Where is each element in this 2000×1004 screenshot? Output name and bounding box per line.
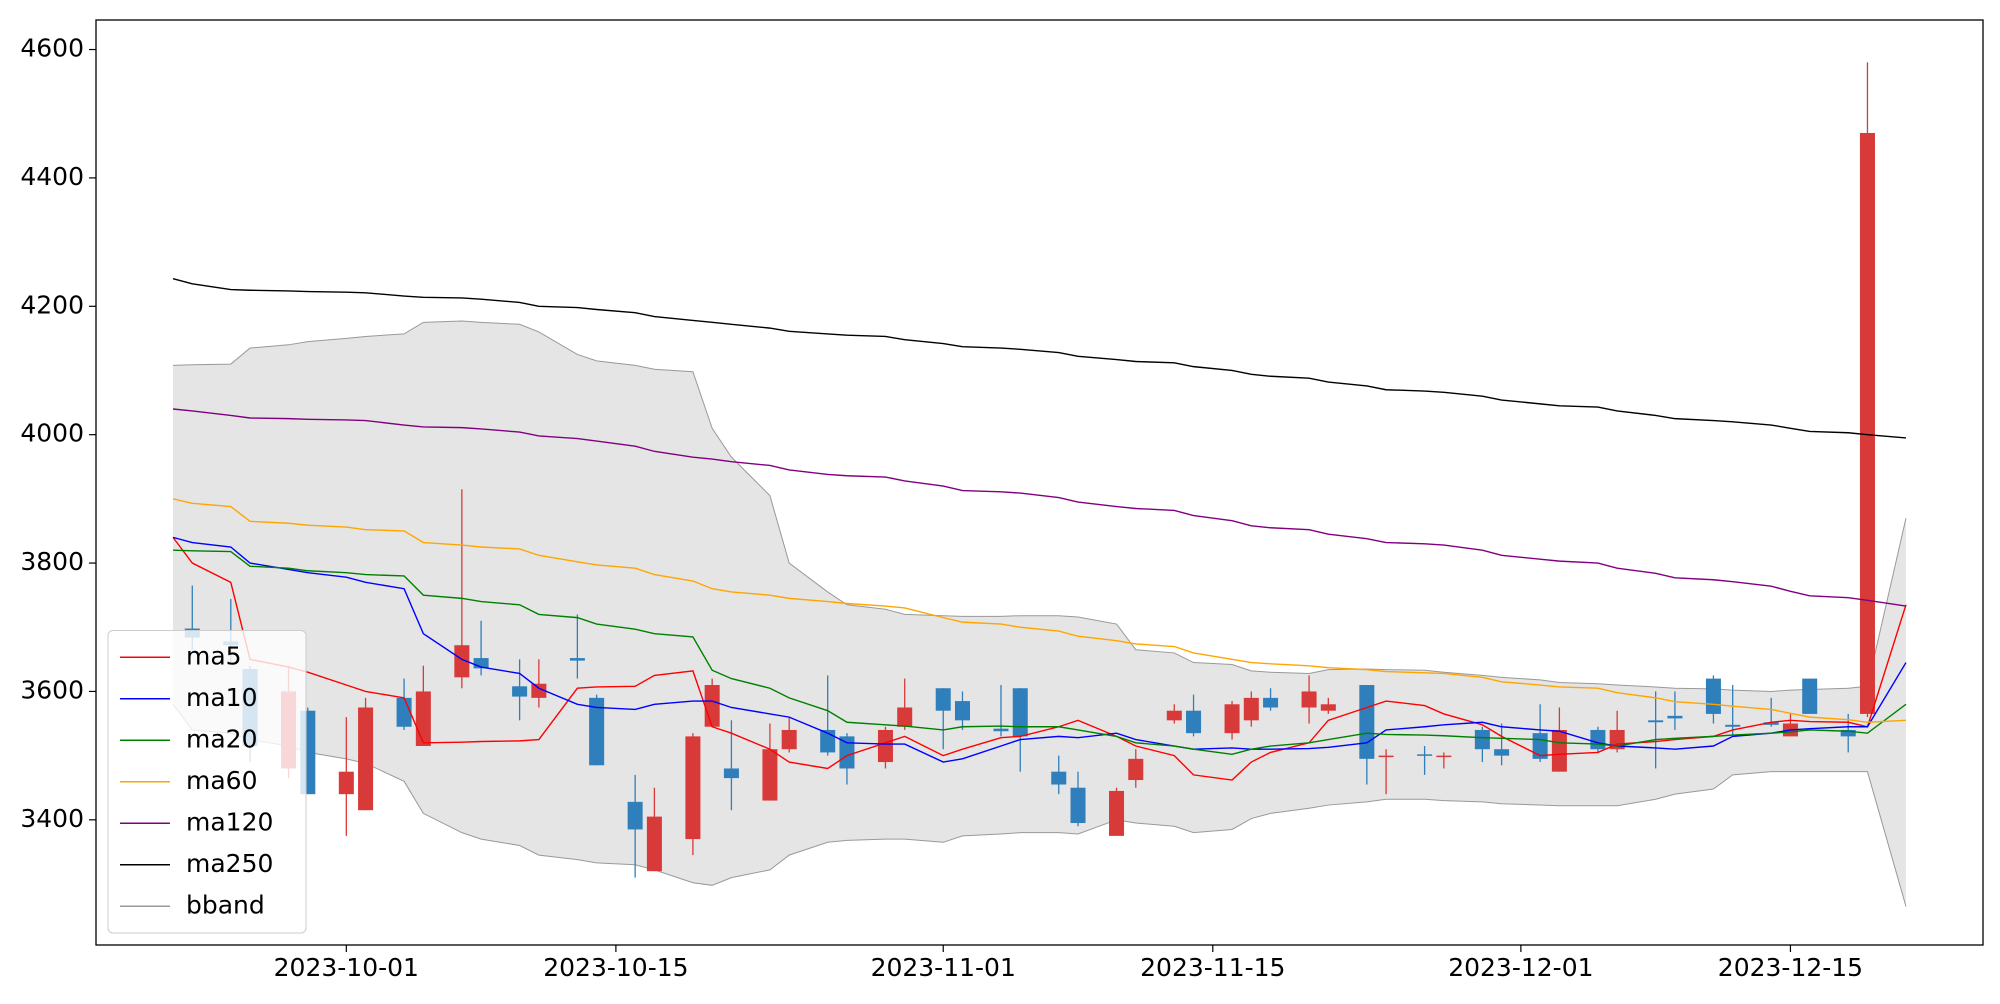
candle-body bbox=[1859, 132, 1875, 714]
candle-body bbox=[473, 658, 489, 669]
y-tick-label: 4200 bbox=[20, 290, 84, 319]
candle-body bbox=[1417, 754, 1433, 756]
candle-body bbox=[1725, 724, 1741, 727]
candle-body bbox=[1590, 729, 1606, 750]
candle-body bbox=[704, 685, 720, 727]
candle-body bbox=[1359, 685, 1375, 759]
candle-body bbox=[1109, 790, 1125, 836]
candle-body bbox=[627, 801, 643, 830]
candle-body bbox=[1436, 755, 1452, 758]
candle-body bbox=[954, 701, 970, 721]
candle-body bbox=[1802, 678, 1818, 714]
candle-body bbox=[454, 645, 470, 678]
candle-body bbox=[1648, 720, 1664, 723]
candle-body bbox=[685, 736, 701, 840]
candle-body bbox=[993, 728, 1009, 732]
legend-label: bband bbox=[186, 890, 265, 919]
x-tick-label: 2023-10-01 bbox=[274, 953, 419, 982]
x-tick-label: 2023-12-01 bbox=[1448, 953, 1593, 982]
candle-body bbox=[1378, 755, 1394, 758]
candle-body bbox=[1320, 704, 1336, 711]
candle-body bbox=[1128, 758, 1144, 781]
candle-body bbox=[723, 768, 739, 779]
candle-body bbox=[569, 658, 585, 661]
y-tick-label: 4400 bbox=[20, 162, 84, 191]
legend-label: ma60 bbox=[186, 766, 257, 795]
candle-body bbox=[1243, 697, 1259, 721]
bband-lower bbox=[172, 703, 1907, 907]
legend-label: ma120 bbox=[186, 807, 273, 836]
x-tick-label: 2023-10-15 bbox=[543, 953, 688, 982]
candle-body bbox=[1070, 787, 1086, 824]
candle-body bbox=[415, 691, 431, 747]
candle-body bbox=[1667, 715, 1683, 719]
candle-body bbox=[1166, 710, 1182, 721]
candle-body bbox=[1051, 771, 1067, 785]
candle-body bbox=[512, 686, 528, 697]
candle-body bbox=[897, 707, 913, 727]
candle-body bbox=[1301, 691, 1317, 708]
candle-body bbox=[1012, 688, 1028, 737]
candle-body bbox=[589, 697, 605, 766]
candle-body bbox=[358, 707, 374, 811]
x-tick-label: 2023-12-15 bbox=[1718, 953, 1863, 982]
candle-body bbox=[338, 771, 354, 795]
x-tick-label: 2023-11-01 bbox=[871, 953, 1016, 982]
candle-body bbox=[396, 697, 412, 727]
legend-label: ma20 bbox=[186, 724, 257, 753]
candle-body bbox=[839, 736, 855, 769]
legend-label: ma10 bbox=[186, 683, 257, 712]
candle-body bbox=[877, 729, 893, 763]
candle-body bbox=[781, 729, 797, 750]
candle-body bbox=[1494, 749, 1510, 756]
plot-frame bbox=[95, 19, 1984, 946]
candle-body bbox=[1186, 710, 1202, 734]
y-tick-label: 3400 bbox=[20, 804, 84, 833]
y-tick-label: 3800 bbox=[20, 547, 84, 576]
x-tick-label: 2023-11-15 bbox=[1140, 953, 1285, 982]
ma-line bbox=[172, 278, 1907, 439]
bband-upper bbox=[173, 320, 1907, 692]
candle-body bbox=[1263, 697, 1279, 708]
candle-body bbox=[1840, 729, 1856, 737]
ma-line bbox=[172, 408, 1907, 607]
candle-body bbox=[1551, 729, 1567, 772]
y-tick-label: 3600 bbox=[20, 675, 84, 704]
ma-line bbox=[172, 549, 1907, 756]
legend-label: ma5 bbox=[186, 641, 242, 670]
y-tick-label: 4000 bbox=[20, 419, 84, 448]
candle-body bbox=[1474, 729, 1490, 750]
ma-line bbox=[172, 498, 1907, 723]
candle-body bbox=[646, 816, 662, 872]
legend-label: ma250 bbox=[186, 849, 273, 878]
candle-body bbox=[531, 683, 547, 698]
candle-body bbox=[762, 749, 778, 801]
y-tick-label: 4600 bbox=[20, 34, 84, 63]
bband-area bbox=[173, 321, 1906, 907]
candle-body bbox=[1705, 678, 1721, 714]
legend-box bbox=[107, 630, 307, 934]
candle-body bbox=[1763, 722, 1779, 725]
legend: ma5 ma10 ma20 ma60 ma120 ma250 bband bbox=[107, 630, 307, 934]
candle-body bbox=[1224, 704, 1240, 734]
candle-body bbox=[935, 688, 951, 711]
